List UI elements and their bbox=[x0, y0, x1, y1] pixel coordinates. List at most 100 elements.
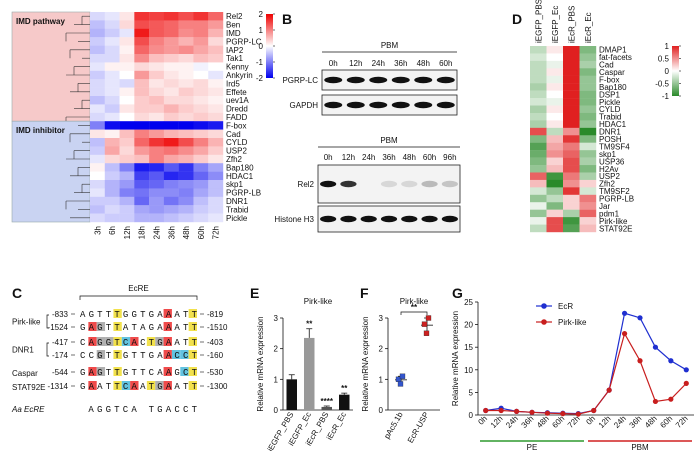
heatmap-cell bbox=[134, 96, 150, 105]
column-label: 6h bbox=[108, 226, 117, 235]
colorbar-tick-label: 1 bbox=[259, 26, 264, 35]
heatmap-cell bbox=[178, 154, 194, 164]
y-axis-label: Relative mRNA expression bbox=[451, 311, 460, 406]
row-label: Jar bbox=[599, 202, 610, 211]
column-label: 24h bbox=[153, 226, 162, 239]
heatmap-cell bbox=[208, 104, 224, 113]
base-highlight bbox=[113, 381, 122, 390]
heatmap-cell bbox=[134, 54, 150, 63]
site-start: -174 bbox=[52, 351, 69, 360]
panel-letter: C bbox=[12, 285, 22, 301]
heatmap-cell bbox=[104, 62, 120, 71]
heatmap-cell bbox=[104, 146, 120, 155]
heatmap-cell bbox=[134, 205, 150, 214]
heatmap-cell bbox=[193, 12, 209, 21]
heatmap-cell bbox=[178, 129, 194, 139]
heatmap-cell bbox=[546, 224, 564, 233]
heatmap-cell bbox=[193, 205, 209, 214]
heatmap-cell bbox=[193, 188, 209, 197]
row-label: Pickle bbox=[226, 214, 248, 223]
heatmap-cell bbox=[530, 194, 547, 203]
heatmap-cell bbox=[178, 112, 194, 122]
point bbox=[606, 387, 612, 393]
heatmap-cell bbox=[193, 112, 209, 122]
row-label: PGRP-LB bbox=[599, 195, 634, 204]
heatmap-cell bbox=[530, 209, 547, 218]
heatmap-cell bbox=[104, 154, 120, 164]
heatmap-cell bbox=[163, 62, 179, 71]
row-label: DMAP1 bbox=[599, 46, 627, 55]
heatmap-cell bbox=[563, 98, 580, 106]
heatmap-cell bbox=[579, 112, 597, 121]
heatmap-cell bbox=[563, 179, 580, 188]
base-highlight bbox=[155, 381, 164, 390]
site-end: -1300 bbox=[207, 382, 228, 391]
base-highlight bbox=[180, 367, 189, 376]
heatmap-cell bbox=[119, 205, 135, 214]
legend-label: Pirk-like bbox=[558, 318, 587, 327]
heatmap-cell bbox=[563, 142, 580, 151]
base-highlight bbox=[188, 309, 197, 318]
row-label: CYLD bbox=[226, 138, 248, 147]
heatmap-cell bbox=[546, 120, 564, 129]
heatmap-cell bbox=[178, 104, 194, 113]
point bbox=[652, 398, 659, 405]
heatmap-cell bbox=[119, 180, 135, 189]
heatmap-cell bbox=[149, 154, 165, 164]
heatmap-cell bbox=[193, 213, 209, 223]
y-tick-label: 5 bbox=[469, 388, 474, 397]
heatmap-cell bbox=[149, 62, 165, 71]
site-sequence: GAGTTATAGAAATT bbox=[80, 323, 198, 333]
gene-label: Pirk-like bbox=[12, 318, 41, 327]
band bbox=[324, 76, 343, 84]
heatmap-cell bbox=[149, 112, 165, 122]
column-label: iEcR_PBS bbox=[567, 6, 576, 43]
heatmap-cell bbox=[149, 129, 165, 139]
heatmap-cell bbox=[134, 196, 150, 206]
heatmap-cell bbox=[90, 154, 105, 164]
column-label: 48h bbox=[182, 226, 191, 239]
significance: ** bbox=[411, 303, 418, 312]
row-label: Zfh2 bbox=[599, 180, 616, 189]
site-start: -544 bbox=[52, 368, 69, 377]
base-highlight bbox=[163, 367, 172, 376]
row-label: Pickle bbox=[599, 98, 621, 107]
heatmap-cell bbox=[149, 104, 165, 113]
row-label: fat-facets bbox=[599, 53, 632, 62]
heatmap-cell bbox=[546, 157, 564, 166]
heatmap-cell bbox=[119, 45, 135, 55]
heatmap-cell bbox=[546, 105, 564, 114]
heatmap-cell bbox=[134, 20, 150, 29]
heatmap-cell bbox=[104, 180, 120, 189]
heatmap-cell bbox=[579, 202, 597, 210]
heatmap-cell bbox=[563, 157, 580, 166]
x-tick-label: 36h bbox=[520, 414, 536, 430]
heatmap-cell bbox=[546, 172, 564, 181]
heatmap-cell bbox=[563, 68, 580, 76]
heatmap-cell bbox=[119, 171, 135, 181]
heatmap-cell bbox=[149, 180, 165, 189]
heatmap-cell bbox=[193, 54, 209, 63]
colorbar-tick-label: 0.5 bbox=[658, 55, 670, 64]
heatmap-cell bbox=[563, 135, 580, 143]
heatmap-cell bbox=[149, 28, 165, 38]
band bbox=[369, 76, 388, 84]
heatmap-cell bbox=[208, 87, 224, 97]
heatmap-cell bbox=[90, 87, 105, 97]
heatmap-cell bbox=[134, 112, 150, 122]
heatmap-cell bbox=[563, 150, 580, 158]
heatmap-cell bbox=[579, 98, 597, 106]
point bbox=[637, 358, 643, 364]
heatmap-cell bbox=[208, 188, 224, 197]
heatmap-cell bbox=[149, 79, 165, 88]
heatmap-cell bbox=[104, 129, 120, 139]
x-tick-label: 72h bbox=[674, 414, 690, 430]
y-tick-label: 3 bbox=[379, 314, 384, 323]
heatmap-cell bbox=[134, 79, 150, 88]
heatmap-cell bbox=[163, 205, 179, 214]
heatmap-cell bbox=[149, 37, 165, 46]
base-highlight bbox=[96, 337, 106, 346]
heatmap-cell bbox=[104, 79, 120, 88]
heatmap-cell bbox=[90, 121, 105, 130]
heatmap-cell bbox=[178, 62, 194, 71]
